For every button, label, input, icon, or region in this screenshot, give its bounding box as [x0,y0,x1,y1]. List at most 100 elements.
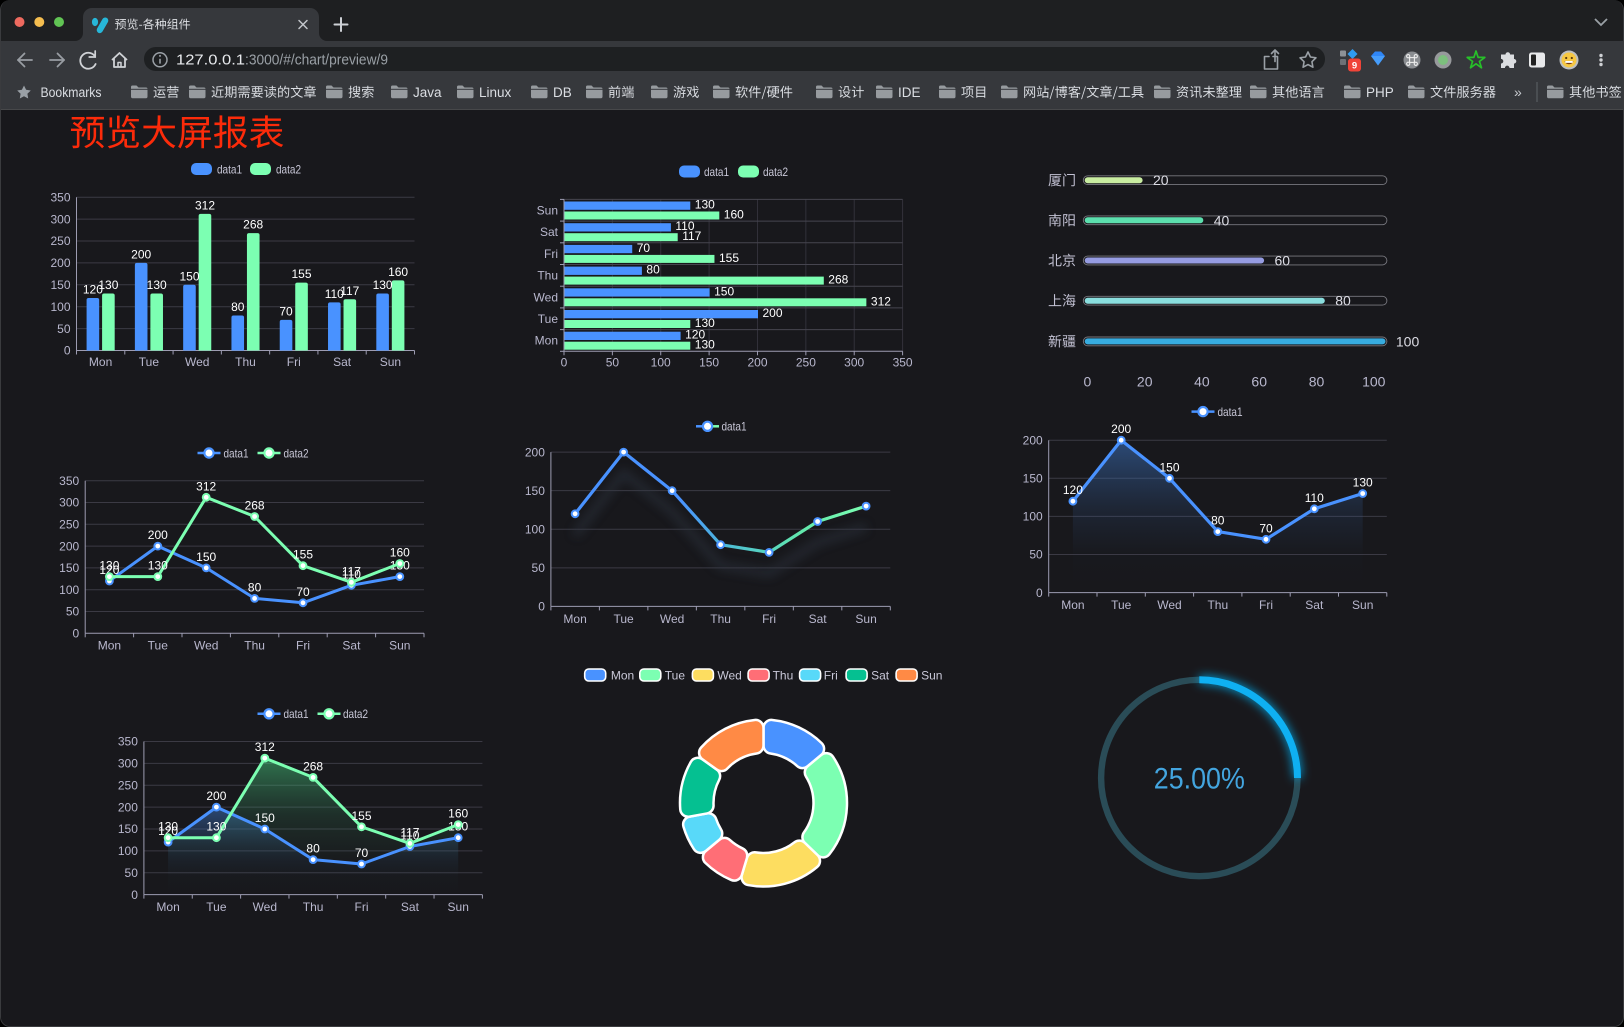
svg-text:120: 120 [99,563,119,577]
svg-text:350: 350 [50,190,70,204]
svg-text:Tue: Tue [206,900,227,914]
svg-text:160: 160 [724,208,744,222]
svg-text:150: 150 [255,811,275,825]
svg-text:70: 70 [1259,521,1273,535]
svg-text:110: 110 [400,829,419,843]
svg-text:20: 20 [1137,373,1153,389]
svg-text:Wed: Wed [1157,598,1181,612]
svg-text:150: 150 [196,550,216,564]
svg-text:130: 130 [99,559,119,573]
svg-text:268: 268 [245,499,265,513]
svg-text:40: 40 [1214,212,1230,228]
svg-text:Java: Java [413,85,442,100]
svg-text:100: 100 [525,523,545,537]
svg-text:Sat: Sat [401,900,420,914]
svg-text:350: 350 [59,474,79,488]
svg-text:200: 200 [148,528,168,542]
svg-text:150: 150 [525,484,545,498]
svg-text:50: 50 [606,356,620,370]
svg-text:Fri: Fri [824,668,838,682]
svg-text:60: 60 [1275,253,1291,269]
svg-text:80: 80 [1211,514,1225,528]
svg-text:150: 150 [50,278,70,292]
svg-text:50: 50 [57,322,71,336]
svg-text:130: 130 [158,820,178,834]
svg-text:Sun: Sun [921,668,942,682]
svg-text:312: 312 [195,198,215,212]
svg-text:Sun: Sun [1352,598,1373,612]
svg-text:80: 80 [231,300,245,314]
svg-text:Wed: Wed [185,355,209,369]
svg-text:120: 120 [1063,483,1083,497]
svg-text:50: 50 [1029,548,1043,562]
svg-text:Fri: Fri [544,247,558,261]
svg-text:200: 200 [747,356,767,370]
svg-text:Sun: Sun [448,900,469,914]
svg-text:25.00%: 25.00% [1154,763,1245,796]
svg-text:Thu: Thu [773,668,794,682]
svg-text:312: 312 [196,479,216,493]
svg-text:Sun: Sun [380,355,401,369]
svg-text:Tue: Tue [538,312,559,326]
svg-text:100: 100 [1362,373,1386,389]
svg-text:200: 200 [59,539,79,553]
svg-text:Mon: Mon [611,668,634,682]
svg-text:0: 0 [538,600,545,614]
svg-text:70: 70 [355,846,369,860]
svg-text:160: 160 [388,265,408,279]
svg-text:130: 130 [695,198,715,212]
svg-text:data2: data2 [763,165,788,179]
svg-text:0: 0 [131,888,138,902]
svg-text:60: 60 [1251,373,1267,389]
svg-text:data1: data1 [217,162,242,176]
svg-text:Thu: Thu [303,900,324,914]
svg-text:120: 120 [83,282,103,296]
svg-text:data2: data2 [284,446,309,460]
svg-text:Mon: Mon [98,639,121,653]
svg-text:100: 100 [651,356,671,370]
svg-text:200: 200 [1023,433,1043,447]
svg-text:250: 250 [118,778,138,792]
svg-text:0: 0 [1084,373,1092,389]
svg-text:Mon: Mon [563,612,586,626]
svg-text:data1: data1 [284,707,309,721]
svg-text:155: 155 [351,809,371,823]
svg-text:Sat: Sat [809,612,828,626]
svg-text:Wed: Wed [717,668,741,682]
svg-text:9: 9 [1352,61,1357,72]
svg-text:100: 100 [1396,333,1420,349]
svg-text:Mon: Mon [89,355,112,369]
svg-text:130: 130 [98,278,118,292]
svg-text:Tue: Tue [613,612,634,626]
svg-text:250: 250 [59,518,79,532]
svg-text:Mon: Mon [156,900,179,914]
svg-text:Mon: Mon [535,334,558,348]
svg-text:Mon: Mon [1061,598,1084,612]
svg-text:Tue: Tue [148,639,169,653]
svg-text:Thu: Thu [1207,598,1228,612]
svg-text:120: 120 [685,328,705,342]
svg-text:IDE: IDE [898,85,921,100]
svg-text:150: 150 [714,284,734,298]
svg-text:data1: data1 [1218,405,1243,419]
svg-text:200: 200 [118,800,138,814]
svg-text:200: 200 [50,256,70,270]
svg-text:Thu: Thu [244,639,265,653]
svg-text:0: 0 [64,344,71,358]
svg-text::3000/#/chart/preview/9: :3000/#/chart/preview/9 [245,53,388,69]
svg-text:300: 300 [59,496,79,510]
svg-text:Sat: Sat [1305,598,1324,612]
svg-text:110: 110 [1305,491,1324,505]
svg-text:130: 130 [206,820,226,834]
svg-text:Fri: Fri [287,355,301,369]
svg-text:117: 117 [400,825,419,839]
svg-text:130: 130 [1353,476,1373,490]
svg-text:80: 80 [1309,373,1325,389]
svg-text:Sat: Sat [871,668,890,682]
svg-text:200: 200 [763,306,783,320]
svg-text:130: 130 [373,278,393,292]
svg-text:155: 155 [291,267,311,281]
svg-text:110: 110 [342,567,361,581]
svg-text:Sat: Sat [540,225,559,239]
svg-text:100: 100 [50,300,70,314]
